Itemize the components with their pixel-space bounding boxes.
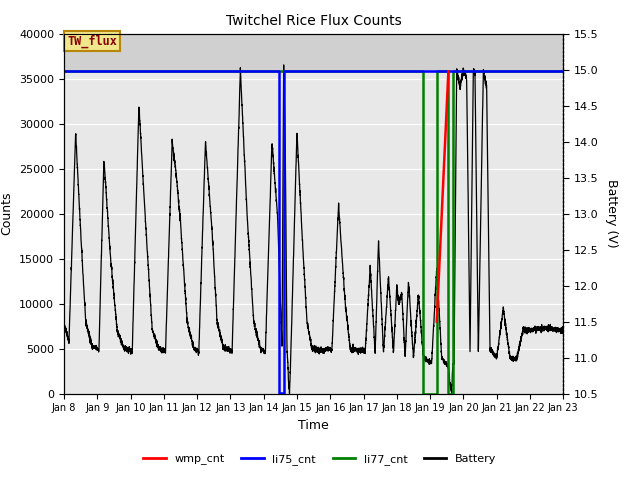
X-axis label: Time: Time [298,419,329,432]
Bar [64,73,563,394]
Y-axis label: Battery (V): Battery (V) [605,180,618,248]
Legend: wmp_cnt, li75_cnt, li77_cnt, Battery: wmp_cnt, li75_cnt, li77_cnt, Battery [139,450,501,469]
Title: Twitchel Rice Flux Counts: Twitchel Rice Flux Counts [226,14,401,28]
Text: TW_flux: TW_flux [67,35,117,48]
Y-axis label: Counts: Counts [1,192,13,235]
Bar [64,34,563,73]
